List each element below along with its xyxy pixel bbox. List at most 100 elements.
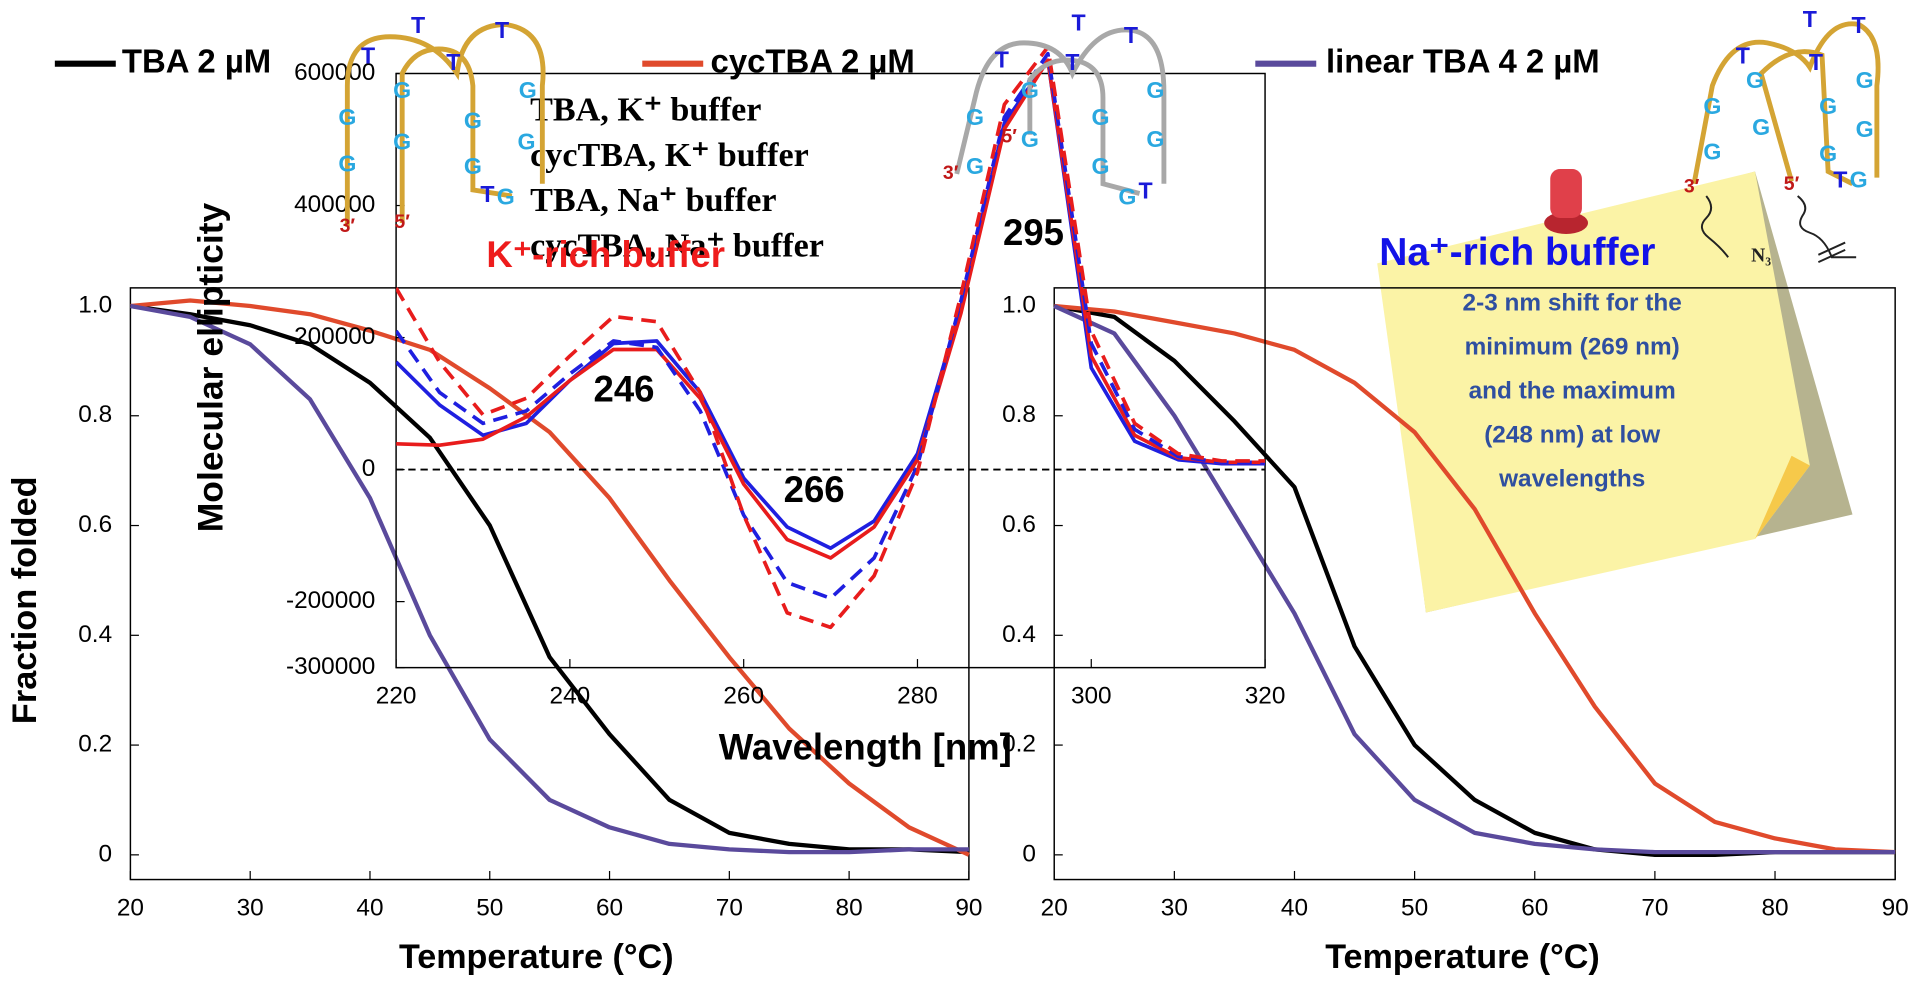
y-tick-label: -200000: [286, 587, 375, 614]
structure-label: G: [393, 128, 411, 154]
legend-entry: TBA 2 µM: [122, 42, 271, 79]
structure-label: T: [361, 43, 375, 69]
y-tick-label: 200000: [294, 323, 375, 350]
legend-entry: TBA, Na⁺ buffer: [530, 182, 776, 219]
chart-0: 20 30 40 50 60 70 80 90 0 0.2 0.4 0.6 0.8 1.0: [78, 287, 982, 921]
y-tick-label: -300000: [286, 653, 375, 680]
structure-label: G: [1856, 67, 1874, 93]
note-line: wavelengths: [1498, 466, 1645, 493]
x-tick-label: 40: [356, 894, 383, 921]
structure-label: T: [411, 12, 425, 38]
x-axis-title: Temperature (°C): [1325, 938, 1600, 976]
structure-label: T: [495, 17, 509, 43]
peak-label: 246: [594, 369, 655, 410]
x-axis-title: Wavelength [nm]: [719, 726, 1012, 767]
structure-label: T: [1833, 166, 1847, 192]
series-line: [396, 51, 1266, 601]
y-tick-label: 0.6: [1002, 511, 1036, 538]
structure-label: N₃: [1751, 246, 1771, 267]
structure-label: 5′: [1001, 125, 1017, 147]
y-tick-label: 400000: [294, 191, 375, 218]
y-tick-label: 1.0: [1002, 291, 1036, 318]
note-line: and the maximum: [1469, 377, 1676, 404]
structure-label: G: [1746, 67, 1764, 93]
x-tick-label: 50: [476, 894, 503, 921]
structure-label: G: [1021, 77, 1039, 103]
plot-frame: [1053, 287, 1896, 881]
note-line: 2-3 nm shift for the: [1463, 289, 1682, 316]
x-tick-label: 50: [1401, 894, 1428, 921]
structure-label: G: [1856, 116, 1874, 142]
y-axis-title: Molecular ellipticity: [191, 202, 231, 532]
structure-label: G: [464, 108, 482, 134]
series-group: [396, 45, 1266, 630]
note-curl: [1755, 455, 1810, 539]
x-tick-label: 90: [955, 894, 982, 921]
structure-label: G: [1819, 93, 1837, 119]
x-tick-label: 90: [1882, 894, 1909, 921]
structure-label: G: [1146, 77, 1164, 103]
structure-label: 3′: [340, 215, 356, 237]
structure-label: G: [1850, 166, 1868, 192]
note-line: (248 nm) at low: [1484, 422, 1661, 449]
buffer-label: Na⁺-rich buffer: [1379, 231, 1655, 274]
series-line: [396, 58, 1266, 551]
structure-label: T: [1072, 10, 1086, 36]
series-line: [396, 58, 1266, 560]
x-axis-title: Temperature (°C): [399, 938, 674, 976]
structure-label: 3′: [943, 162, 959, 184]
structure-label: T: [446, 49, 460, 75]
structure-label: G: [1092, 153, 1110, 179]
series-line: [1054, 303, 1896, 855]
buffer-label: K⁺-rich buffer: [486, 234, 725, 275]
x-tick-label: 60: [1521, 894, 1548, 921]
peak-label: 295: [1003, 212, 1064, 253]
structure-label: G: [1819, 141, 1837, 167]
structure-label: G: [338, 104, 356, 130]
sticky-note: 2-3 nm shift for the minimum (269 nm) and …: [1377, 169, 1853, 613]
structure-label: T: [1809, 49, 1823, 75]
legend-entry: cycTBA 2 µM: [711, 42, 915, 79]
x-tick-label: 320: [1245, 682, 1286, 709]
structure-label: T: [1736, 43, 1750, 69]
structure-label: T: [480, 181, 494, 207]
structure-label: G: [966, 153, 984, 179]
pin-base: [1544, 211, 1589, 234]
structure-label: T: [1852, 12, 1866, 38]
structure-label: T: [995, 46, 1009, 72]
y-tick-label: 600000: [294, 59, 375, 86]
pin-body: [1550, 169, 1582, 219]
chart-1: 20 30 40 50 60 70 80 90 0 0.2 0.4 0.6 0.8 1.0: [1002, 287, 1909, 921]
y-tick-label: 0.4: [78, 621, 112, 648]
x-tick-label: 260: [723, 682, 764, 709]
x-tick-label: 280: [897, 682, 938, 709]
y-tick-label: 0.2: [78, 730, 112, 757]
linker: [1701, 195, 1857, 264]
structure-label: G: [1092, 104, 1110, 130]
structure-label: G: [393, 77, 411, 103]
plot-frame: [395, 72, 1266, 669]
peak-label: 266: [784, 469, 845, 510]
structure-label: T: [1124, 22, 1138, 48]
y-tick-label: 0.6: [78, 511, 112, 538]
y-tick-label: 0.8: [1002, 401, 1036, 428]
structure-label: G: [519, 77, 537, 103]
y-tick-label: 0: [99, 840, 113, 867]
x-tick-label: 220: [376, 682, 417, 709]
structure-label: G: [1021, 126, 1039, 152]
x-tick-label: 80: [836, 894, 863, 921]
x-tick-label: 20: [117, 894, 144, 921]
series-line: [396, 45, 1266, 630]
series-line: [130, 298, 970, 857]
x-tick-label: 240: [550, 682, 591, 709]
legend-entry: TBA, K⁺ buffer: [530, 91, 761, 128]
y-tick-label: 1.0: [78, 291, 112, 318]
series-line: [130, 303, 969, 855]
series-line: [130, 303, 970, 855]
y-tick-label: 0: [362, 455, 376, 482]
y-tick-label: 0: [1022, 840, 1036, 867]
structure-label: 5′: [1784, 173, 1800, 195]
x-tick-label: 70: [1641, 894, 1668, 921]
x-tick-label: 60: [596, 894, 623, 921]
plot-frame: [129, 287, 970, 881]
